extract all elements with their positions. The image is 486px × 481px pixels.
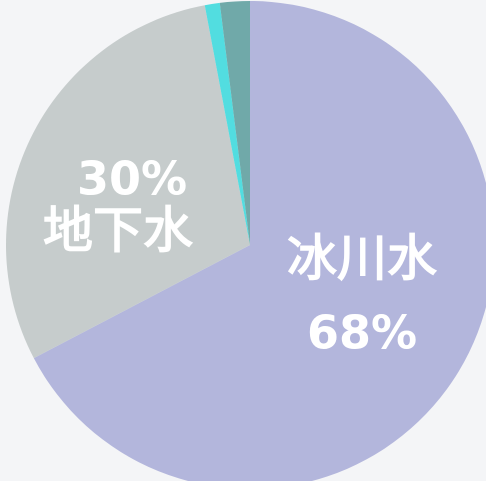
slice-value-label: 68%: [307, 306, 417, 360]
pie-slice: [219, 1, 250, 245]
slice-category-label: 冰川水: [287, 230, 438, 288]
pie-slice: [33, 1, 486, 481]
pie-slice: [204, 2, 250, 245]
pie-slice: [6, 5, 250, 359]
slice-value-label: 30%: [77, 152, 187, 206]
slice-category-label: 地下水: [43, 202, 194, 260]
